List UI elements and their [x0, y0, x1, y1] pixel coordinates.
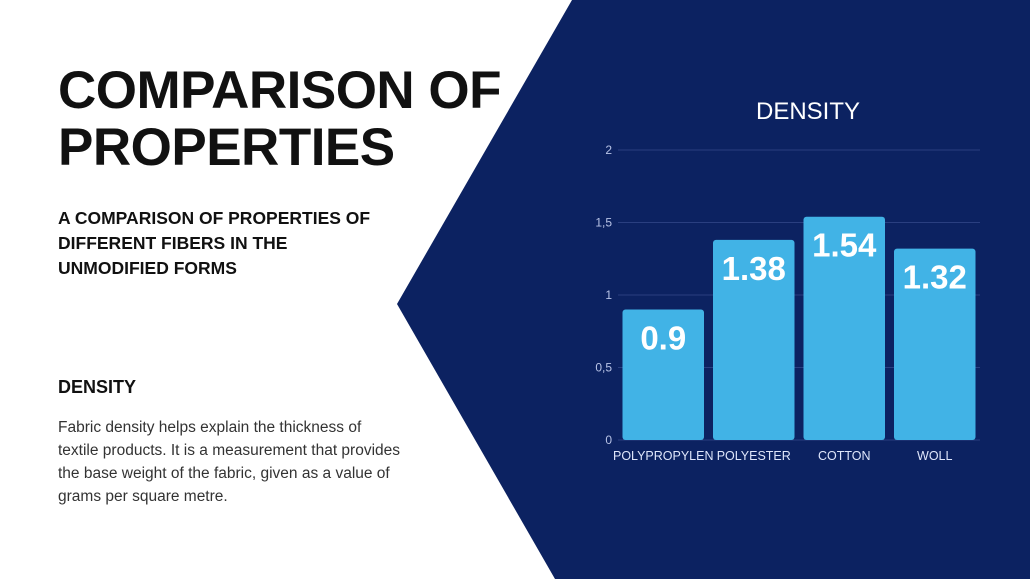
- page-title: COMPARISON OF PROPERTIES: [58, 61, 502, 177]
- data-label: 1.32: [903, 259, 967, 296]
- data-label: 1.38: [722, 250, 786, 287]
- density-description: Fabric density helps explain the thickne…: [58, 419, 401, 505]
- data-label: 0.9: [640, 320, 686, 357]
- y-tick-label: 2: [605, 143, 612, 157]
- y-tick-label: 1,5: [595, 216, 612, 230]
- x-tick-label: POLYESTER: [717, 449, 791, 463]
- bar-woll: [894, 248, 976, 440]
- bar-cotton: [803, 216, 885, 440]
- chart-title: DENSITY: [756, 98, 860, 125]
- y-tick-label: 0: [605, 433, 612, 447]
- y-tick-label: 1: [605, 288, 612, 302]
- bar-polyester: [713, 239, 795, 440]
- page-subtitle: A COMPARISON OF PROPERTIES OF DIFFERENT …: [58, 208, 371, 278]
- y-tick-label: 0,5: [595, 361, 612, 375]
- section-heading-density: DENSITY: [58, 377, 137, 397]
- x-tick-label: COTTON: [818, 449, 871, 463]
- x-tick-label: WOLL: [917, 449, 952, 463]
- data-label: 1.54: [812, 227, 877, 264]
- x-tick-label: POLYPROPYLEN: [613, 449, 714, 463]
- bar-polypropylen: [622, 309, 704, 440]
